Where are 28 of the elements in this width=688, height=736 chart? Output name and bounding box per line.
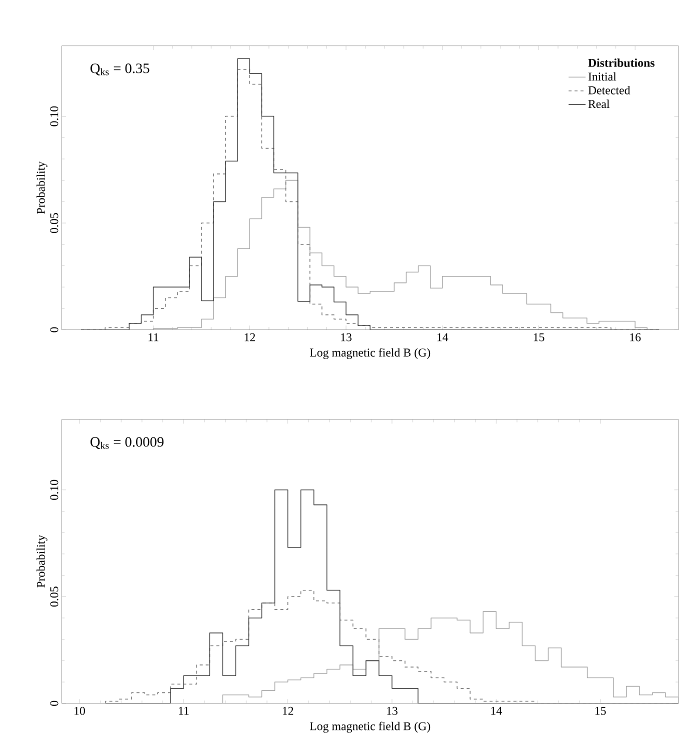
y-tick-label: 0.10 (50, 106, 58, 126)
annotation: Q$_{ks}$ = 0.35 (90, 64, 150, 76)
x-tick-label: 14 (491, 706, 502, 715)
y-tick-label: 0 (50, 327, 58, 332)
y-axis-title: Probability (36, 534, 48, 588)
x-tick-label: 12 (244, 333, 255, 342)
y-tick-label: 0.10 (50, 480, 58, 500)
x-axis-title: Log magnetic field B (G) (310, 348, 430, 360)
x-tick-label: 13 (386, 706, 398, 715)
x-tick-label: 10 (74, 706, 85, 715)
x-tick-label: 11 (178, 706, 188, 715)
y-tick-label: 0.05 (50, 586, 58, 607)
x-tick-label: 16 (630, 333, 641, 342)
y-tick-label: 0.05 (50, 213, 58, 233)
x-tick-label: 13 (340, 333, 352, 342)
y-axis-title: Probability (36, 161, 48, 214)
x-tick-label: 15 (595, 706, 606, 715)
legend-title: Distributions (588, 58, 654, 67)
x-tick-label: 15 (534, 333, 544, 342)
legend-label: Detected (588, 86, 630, 94)
x-tick-label: 12 (282, 706, 293, 715)
y-tick-label: 0 (50, 700, 58, 706)
x-tick-label: 11 (148, 333, 158, 342)
annotation: Q$_{ks}$ = 0.0009 (90, 437, 164, 449)
legend-label: Real (588, 100, 610, 108)
x-axis-title: Log magnetic field B (G) (310, 722, 430, 733)
legend-label: Initial (588, 72, 616, 81)
x-tick-label: 14 (437, 333, 448, 342)
